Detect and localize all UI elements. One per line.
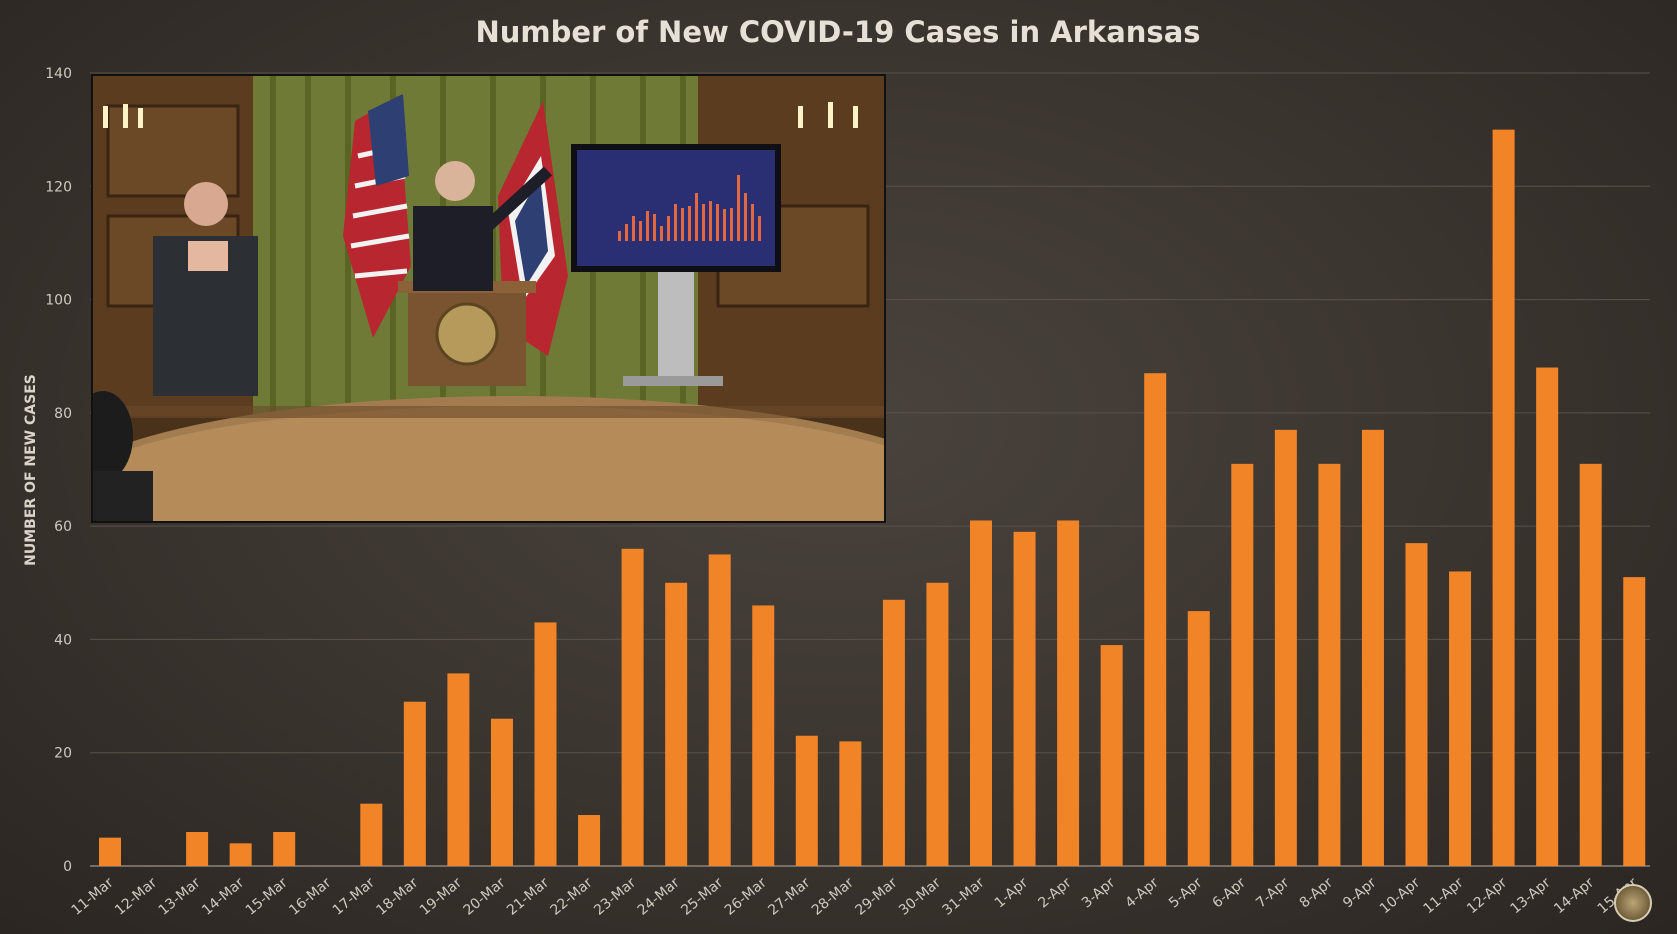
- x-tick-label: 20-Mar: [460, 875, 508, 919]
- bar-30-Mar: [926, 582, 949, 866]
- bar-29-Mar: [882, 599, 905, 866]
- x-tick-label: 12-Apr: [1464, 875, 1510, 917]
- x-tick-label: 25-Mar: [678, 875, 726, 919]
- bar-9-Apr: [1361, 429, 1384, 866]
- x-tick-label: 19-Mar: [417, 875, 465, 919]
- chart-title: Number of New COVID-19 Cases in Arkansas: [475, 15, 1200, 49]
- x-tick-label: 17-Mar: [330, 875, 378, 919]
- bar-21-Mar: [534, 622, 557, 866]
- y-tick-label: 80: [54, 406, 72, 422]
- bar-12-Apr: [1492, 129, 1515, 867]
- press-conference-video-inset: [91, 74, 886, 523]
- x-tick-label: 24-Mar: [635, 875, 683, 919]
- x-tick-label: 2-Apr: [1035, 875, 1074, 912]
- bar-13-Mar: [186, 832, 209, 866]
- x-tick-label: 28-Mar: [809, 875, 857, 919]
- bar-7-Apr: [1274, 429, 1297, 866]
- y-tick-label: 0: [63, 859, 72, 875]
- x-tick-label: 12-Mar: [112, 875, 160, 919]
- x-tick-label: 16-Mar: [286, 875, 334, 919]
- bar-14-Mar: [229, 843, 252, 866]
- x-tick-label: 10-Apr: [1377, 875, 1423, 917]
- x-tick-label: 6-Apr: [1210, 875, 1249, 912]
- bar-3-Apr: [1100, 645, 1123, 866]
- bar-28-Mar: [839, 741, 862, 866]
- bar-22-Mar: [578, 815, 601, 866]
- x-tick-label: 13-Apr: [1508, 875, 1554, 917]
- bar-6-Apr: [1231, 463, 1254, 866]
- y-tick-label: 100: [45, 293, 72, 309]
- x-tick-label: 3-Apr: [1079, 875, 1118, 912]
- x-tick-label: 26-Mar: [722, 875, 770, 919]
- bars: [99, 129, 1646, 867]
- bar-26-Mar: [752, 605, 775, 866]
- x-tick-label: 30-Mar: [896, 875, 944, 919]
- x-tick-label: 18-Mar: [373, 875, 421, 919]
- x-tick-label: 27-Mar: [765, 875, 813, 919]
- y-axis-label: NUMBER OF NEW CASES: [23, 374, 39, 566]
- bar-14-Apr: [1579, 463, 1602, 866]
- x-tick-label: 15-Mar: [243, 875, 291, 919]
- y-tick-labels: 0 20 40 60 80 100 120 140: [45, 66, 72, 875]
- bar-4-Apr: [1144, 373, 1167, 866]
- bar-15-Mar: [273, 832, 296, 866]
- bar-1-Apr: [1013, 531, 1036, 866]
- y-tick-label: 140: [45, 66, 72, 82]
- x-tick-label: 23-Mar: [591, 875, 639, 919]
- bar-24-Mar: [665, 582, 688, 866]
- y-tick-label: 120: [45, 179, 72, 195]
- bar-15-Apr: [1623, 577, 1646, 866]
- x-tick-label: 11-Mar: [69, 875, 117, 919]
- bar-17-Mar: [360, 803, 383, 866]
- bar-25-Mar: [708, 554, 731, 866]
- y-tick-label: 40: [54, 632, 72, 648]
- bar-10-Apr: [1405, 543, 1428, 866]
- bar-27-Mar: [795, 735, 818, 866]
- bar-2-Apr: [1057, 520, 1080, 866]
- y-tick-label: 60: [54, 519, 72, 535]
- bar-5-Apr: [1187, 611, 1210, 866]
- bar-31-Mar: [970, 520, 992, 866]
- bar-23-Mar: [621, 548, 644, 866]
- x-tick-label: 4-Apr: [1122, 875, 1161, 912]
- state-seal-icon: [1614, 884, 1652, 922]
- x-tick-label: 11-Apr: [1421, 875, 1467, 917]
- x-tick-label: 14-Apr: [1551, 875, 1597, 917]
- bar-19-Mar: [447, 673, 470, 866]
- x-tick-label: 13-Mar: [156, 875, 204, 919]
- bar-11-Apr: [1449, 571, 1472, 866]
- x-tick-label: 22-Mar: [548, 875, 596, 919]
- x-tick-label: 5-Apr: [1166, 875, 1205, 912]
- x-tick-label: 21-Mar: [504, 875, 552, 919]
- x-tick-label: 31-Mar: [940, 875, 988, 919]
- x-tick-labels: 11-Mar12-Mar13-Mar14-Mar15-Mar16-Mar17-M…: [69, 875, 1641, 919]
- bar-20-Mar: [490, 718, 513, 866]
- video-feed-icon: [93, 76, 884, 521]
- y-tick-label: 20: [54, 746, 72, 762]
- bar-18-Mar: [403, 701, 426, 866]
- x-tick-label: 9-Apr: [1340, 875, 1379, 912]
- x-tick-label: 1-Apr: [992, 875, 1031, 912]
- x-tick-label: 8-Apr: [1297, 875, 1336, 912]
- x-tick-label: 14-Mar: [199, 875, 247, 919]
- bar-13-Apr: [1536, 367, 1559, 866]
- bar-8-Apr: [1318, 463, 1341, 866]
- bar-11-Mar: [99, 837, 121, 866]
- x-tick-label: 7-Apr: [1253, 875, 1292, 912]
- x-tick-label: 29-Mar: [852, 875, 900, 919]
